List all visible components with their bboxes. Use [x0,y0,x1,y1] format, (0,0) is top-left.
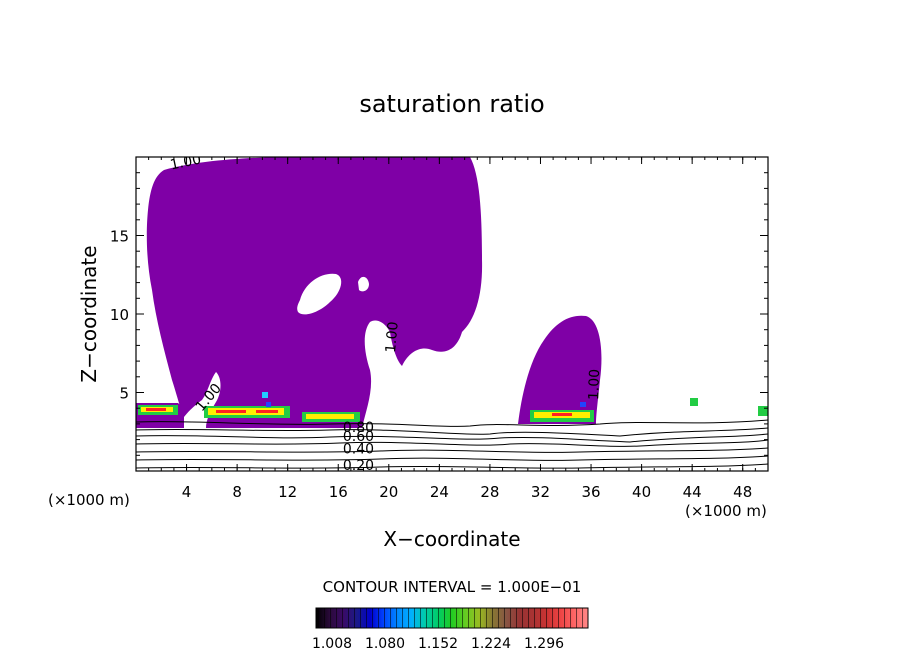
x-tick-label: 40 [632,483,651,501]
colorbar-tick-label: 1.152 [418,636,458,652]
x-tick-label: 28 [480,483,499,501]
x-unit-left: (×1000 m) [48,491,130,509]
x-tick-label: 4 [182,483,192,501]
colorbar-stripes [316,608,588,628]
y-tick-label: 15 [110,228,129,246]
contour-label: 1.00 [586,369,603,401]
x-axis-ticks: 4 8 12 16 20 24 28 32 36 40 44 48 [148,157,756,501]
saturation-hole-2 [358,276,369,292]
plot-area: 1.001.001.001.000.800.600.400.20 [136,157,768,474]
x-tick-label: 32 [531,483,550,501]
x-tick-label: 36 [581,483,600,501]
colorbar-tick-label: 1.008 [312,636,352,652]
y-tick-label: 10 [110,306,129,324]
y-axis-ticks: 5 10 15 [110,172,768,456]
x-tick-label: 16 [329,483,348,501]
contour-label: 0.20 [343,458,374,474]
x-tick-label: 24 [430,483,449,501]
saturation-notch [178,372,221,428]
colorbar: 1.008 1.080 1.152 1.224 1.296 [312,607,589,652]
colorbar-tick-label: 1.080 [365,636,405,652]
x-unit-right: (×1000 m) [685,502,767,520]
x-tick-label: 44 [683,483,702,501]
contour-label: 0.80 [343,420,374,436]
saturation-region-east [518,315,602,424]
x-tick-label: 20 [379,483,398,501]
colorbar-tick-label: 1.296 [524,636,564,652]
contour-labels: 1.001.001.001.000.800.600.400.20 [169,157,603,474]
saturation-hole-1 [297,273,342,315]
contour-label: 0.40 [343,442,374,458]
contour-label: 1.00 [383,321,402,353]
contour-interval-text: CONTOUR INTERVAL = 1.000E−01 [323,578,582,596]
colorbar-ticks: 1.008 1.080 1.152 1.224 1.296 [312,636,564,652]
x-tick-label: 48 [733,483,752,501]
y-axis-label: Z−coordinate [77,245,101,382]
chart-title: saturation ratio [359,90,544,118]
contour-lines [136,419,768,469]
high-saturation-bands [138,392,768,422]
contour-label: 0.60 [343,429,374,445]
colorbar-frame [315,607,589,629]
y-tick-label: 5 [119,385,129,403]
x-tick-label: 12 [278,483,297,501]
colorbar-tick-label: 1.224 [471,636,511,652]
x-axis-label: X−coordinate [383,527,520,551]
x-tick-label: 8 [232,483,242,501]
